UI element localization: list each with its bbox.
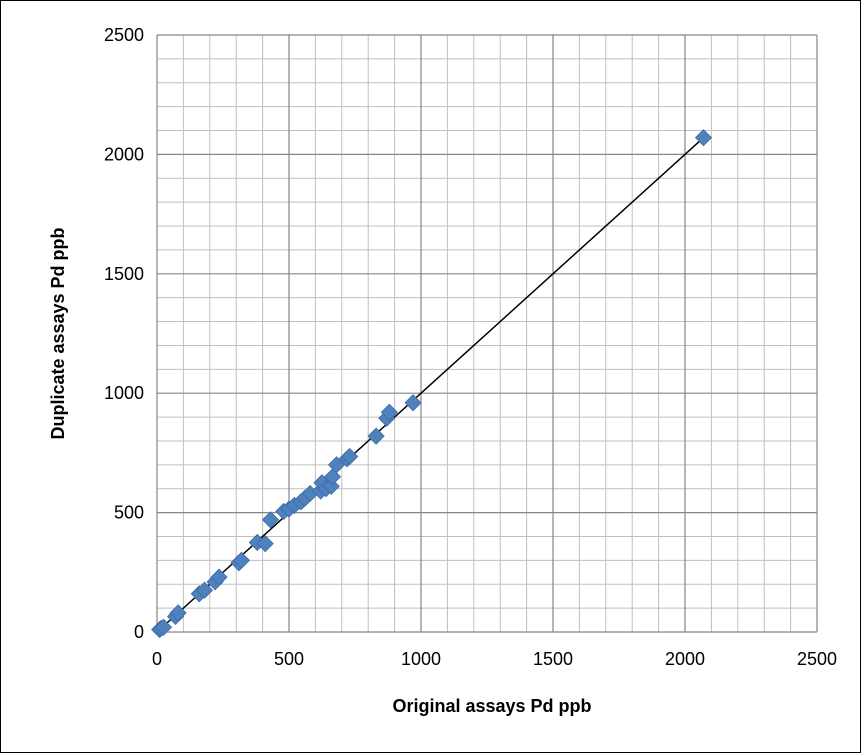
x-tick-label: 2500 — [797, 649, 837, 669]
y-tick-label: 2000 — [104, 144, 144, 164]
y-tick-label: 2500 — [104, 25, 144, 45]
x-axis-title: Original assays Pd ppb — [392, 696, 591, 716]
x-tick-label: 0 — [152, 649, 162, 669]
data-point — [261, 511, 280, 529]
major-gridlines — [156, 34, 818, 633]
data-point — [169, 604, 187, 622]
data-point — [210, 568, 228, 586]
data-point — [232, 551, 251, 569]
trendline — [156, 137, 704, 633]
minor-gridlines — [157, 35, 817, 632]
data-point — [256, 535, 274, 553]
x-tick-label: 1000 — [401, 649, 441, 669]
x-tick-label: 1500 — [533, 649, 573, 669]
y-tick-label: 500 — [114, 503, 144, 523]
y-tick-label: 1000 — [104, 383, 144, 403]
y-tick-label: 0 — [134, 622, 144, 642]
x-tick-label: 2000 — [665, 649, 705, 669]
y-axis-tick-labels: 0 500 1000 1500 2000 2500 — [104, 25, 144, 642]
data-point — [694, 129, 713, 147]
x-axis-tick-labels: 0 500 1000 1500 2000 2500 — [152, 649, 837, 669]
x-tick-label: 500 — [274, 649, 304, 669]
data-point — [155, 618, 173, 636]
data-points — [151, 129, 713, 639]
data-point — [341, 447, 359, 466]
data-point — [195, 581, 214, 599]
y-axis-title: Duplicate assays Pd ppb — [48, 227, 68, 439]
y-tick-label: 1500 — [104, 264, 144, 284]
data-point — [380, 403, 398, 421]
data-point — [367, 427, 385, 445]
data-point — [404, 394, 422, 412]
